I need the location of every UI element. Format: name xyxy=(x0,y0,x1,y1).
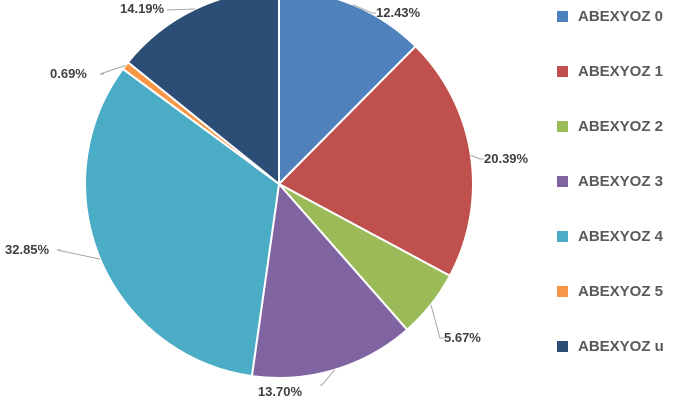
legend-swatch-0 xyxy=(557,11,568,22)
legend-swatch-5 xyxy=(557,286,568,297)
data-label-6: 14.19% xyxy=(120,1,165,16)
pie-slice-6 xyxy=(126,0,280,187)
leader-line-1 xyxy=(470,154,484,160)
leader-line-6 xyxy=(166,8,196,11)
data-label-4: 32.85% xyxy=(5,242,50,257)
legend-label-3: ABEXYOZ 3 xyxy=(578,173,663,190)
pie-slice-3 xyxy=(250,181,409,379)
data-label-3: 13.70% xyxy=(258,384,303,399)
data-label-2: 5.67% xyxy=(444,330,481,345)
legend-swatch-1 xyxy=(557,66,568,77)
legend-swatch-3 xyxy=(557,176,568,187)
legend: ABEXYOZ 0 ABEXYOZ 1 ABEXYOZ 2 ABEXYOZ 3 ABEX… xyxy=(557,8,664,355)
legend-swatch-2 xyxy=(557,121,568,132)
legend-label-1: ABEXYOZ 1 xyxy=(578,63,663,80)
leader-line-4 xyxy=(56,249,101,260)
data-label-1: 20.39% xyxy=(484,151,529,166)
legend-label-4: ABEXYOZ 4 xyxy=(578,228,664,245)
leader-lines xyxy=(56,4,484,386)
pie-slices xyxy=(84,0,474,379)
legend-label-2: ABEXYOZ 2 xyxy=(578,118,663,135)
pie-slice-4 xyxy=(84,67,281,378)
legend-label-5: ABEXYOZ 5 xyxy=(578,283,663,300)
legend-swatch-6 xyxy=(557,341,568,352)
data-labels: 12.43% 20.39% 5.67% 13.70% 32.85% 0.69% 14.19% xyxy=(5,1,529,399)
leader-line-0 xyxy=(352,4,376,14)
data-label-5: 0.69% xyxy=(50,66,87,81)
data-label-0: 12.43% xyxy=(376,5,421,20)
leader-line-2 xyxy=(430,304,444,339)
legend-label-0: ABEXYOZ 0 xyxy=(578,8,663,25)
legend-label-6: ABEXYOZ u xyxy=(578,338,664,355)
leader-line-5 xyxy=(99,65,126,75)
pie-slice-1 xyxy=(277,44,474,278)
legend-swatch-4 xyxy=(557,231,568,242)
leader-line-3 xyxy=(320,369,335,386)
